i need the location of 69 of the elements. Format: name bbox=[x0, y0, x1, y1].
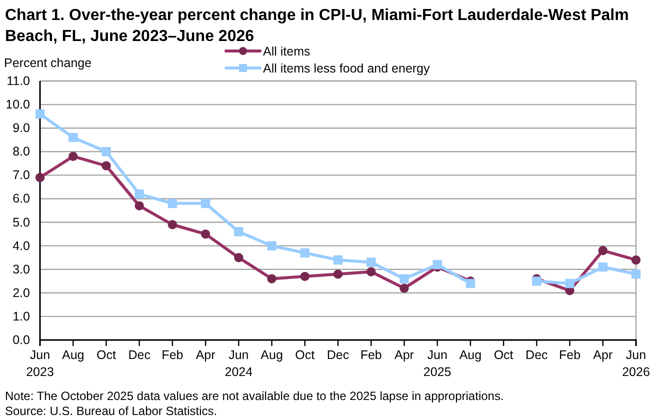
point bbox=[598, 246, 608, 256]
y-tick-label: 10.0 bbox=[6, 98, 30, 112]
x-tick-label: Jun 2024 bbox=[224, 348, 253, 379]
x-tick-label: Aug bbox=[459, 348, 482, 362]
y-axis-title: Percent change bbox=[4, 56, 92, 70]
point bbox=[102, 147, 111, 156]
point bbox=[200, 198, 210, 208]
point bbox=[366, 267, 376, 276]
y-tick-label: 11.0 bbox=[6, 74, 30, 88]
text: Note: The October 2025 data values are not available due to the 2025 lapse in appropriations. bbox=[5, 389, 504, 403]
x-tick-label: Aug bbox=[62, 348, 84, 362]
y-tick-label: 3.0 bbox=[12, 262, 30, 276]
point bbox=[300, 272, 310, 282]
point bbox=[168, 198, 178, 208]
y-tick-label: 9.0 bbox=[12, 121, 30, 136]
point bbox=[35, 172, 45, 182]
point bbox=[234, 227, 244, 236]
point bbox=[134, 201, 144, 210]
point bbox=[598, 262, 608, 272]
point bbox=[631, 269, 641, 279]
point bbox=[234, 252, 244, 262]
point bbox=[168, 220, 178, 230]
point bbox=[466, 278, 476, 288]
y-tick-label: 5.0 bbox=[12, 215, 30, 230]
point bbox=[532, 276, 542, 286]
x-tick-label: Dec bbox=[526, 348, 548, 362]
x-tick-label: Feb bbox=[559, 348, 581, 362]
x-tick-label: Aug bbox=[260, 348, 283, 362]
point bbox=[366, 258, 376, 267]
point bbox=[102, 161, 111, 170]
y-tick-label: 2.0 bbox=[12, 286, 30, 300]
x-tick-label: Oct bbox=[96, 348, 116, 362]
point bbox=[333, 255, 343, 265]
x-tick-label: Feb bbox=[162, 348, 184, 362]
y-tick-label: 7.0 bbox=[12, 168, 30, 182]
point bbox=[267, 274, 276, 284]
x-tick-label: Jun 2026 bbox=[622, 348, 650, 379]
point bbox=[300, 248, 310, 258]
point bbox=[35, 109, 45, 119]
x-tick-label: Apr bbox=[196, 348, 216, 362]
point bbox=[68, 132, 78, 142]
y-tick-label: 4.0 bbox=[12, 238, 30, 253]
chart-title: Chart 1. Over-the-year percent change in CPI-U, Miami-Fort Lauderdale-West Palm Beach, FL, June 2023–June 2026 bbox=[5, 7, 634, 45]
x-tick-label: Jun 2023 bbox=[26, 348, 54, 379]
x-tick-label: Dec bbox=[326, 348, 350, 362]
point bbox=[400, 274, 409, 284]
source-note: Source: U.S. Bureau of Labor Statistics. bbox=[5, 404, 218, 418]
point bbox=[565, 278, 574, 288]
x-tick-label: Apr bbox=[593, 348, 613, 362]
point bbox=[432, 260, 442, 270]
point bbox=[200, 229, 210, 239]
point bbox=[400, 284, 409, 293]
x-tick-label: Feb bbox=[360, 348, 382, 362]
x-tick-label: Jun 2025 bbox=[423, 348, 452, 379]
y-tick-label: 1.0 bbox=[12, 309, 30, 324]
y-tick-label: 8.0 bbox=[12, 144, 30, 159]
y-tick-label: 0.0 bbox=[12, 333, 30, 347]
legend-label: All items less food and energy bbox=[263, 62, 431, 76]
point bbox=[68, 152, 78, 161]
x-tick-label: Apr bbox=[394, 348, 414, 362]
y-tick-label: 6.0 bbox=[12, 192, 30, 206]
x-tick-label: Dec bbox=[128, 348, 150, 362]
point bbox=[631, 255, 641, 265]
x-tick-label: Oct bbox=[295, 348, 316, 362]
point bbox=[267, 241, 276, 250]
point bbox=[134, 189, 144, 199]
legend-label: All items bbox=[263, 44, 310, 58]
point bbox=[333, 269, 343, 279]
x-tick-label: Oct bbox=[494, 348, 514, 362]
